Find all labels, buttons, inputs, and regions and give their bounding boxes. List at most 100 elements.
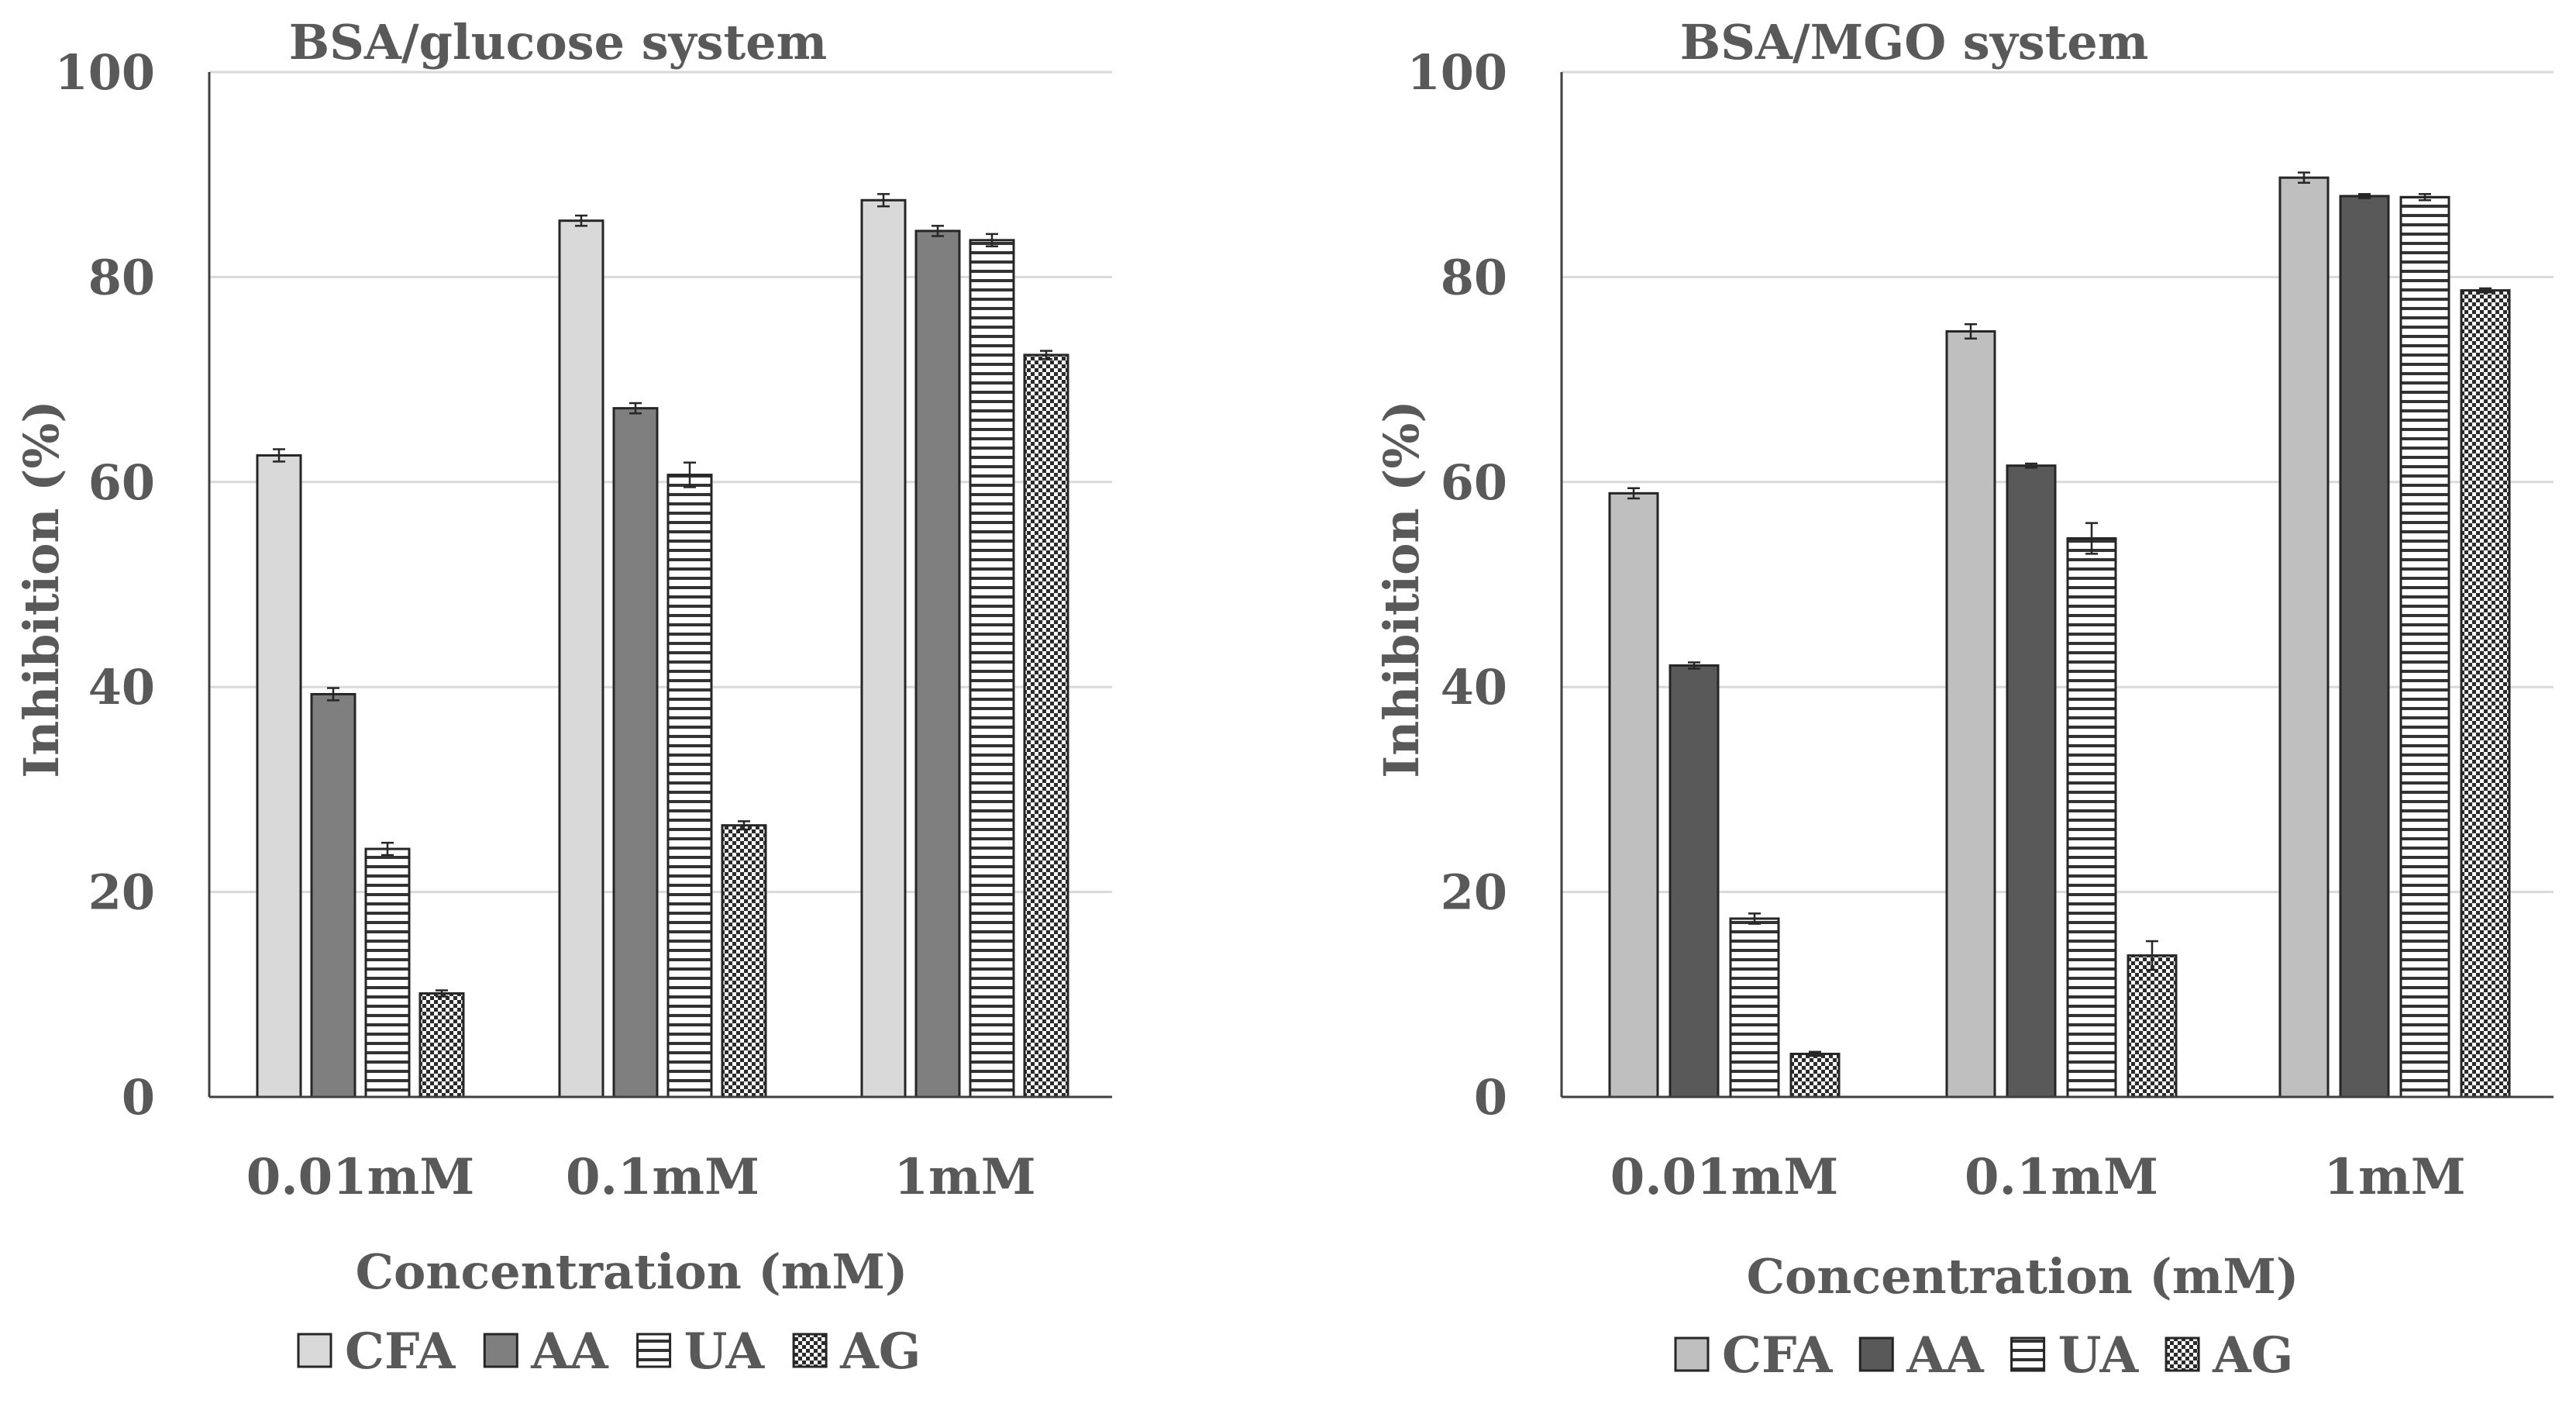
y-tick-label: 80 <box>88 249 155 305</box>
x-category-label: 1mM <box>894 1148 1035 1206</box>
chart-left-title: BSA/glucose system <box>289 14 827 71</box>
error-bar <box>381 841 394 857</box>
bar-cfa-1mm <box>2278 176 2330 1098</box>
x-category-label: 0.01mM <box>246 1148 474 1206</box>
bar-cfa-01mm <box>1945 329 1996 1098</box>
bar-cfa-01mm <box>558 219 604 1098</box>
error-bar <box>932 225 944 237</box>
x-category-label: 0.1mM <box>1965 1148 2158 1206</box>
y-tick-label: 60 <box>88 454 155 511</box>
bar-cfa-001mm <box>256 454 302 1098</box>
chart-right-axes <box>1560 72 2554 1098</box>
error-bar <box>629 402 642 415</box>
error-bar <box>738 820 750 831</box>
y-tick-label: 20 <box>1441 864 1507 921</box>
error-bar <box>575 214 587 227</box>
chart-right-title: BSA/MGO system <box>1680 14 2149 71</box>
legend-item-ua: UA <box>636 1323 766 1381</box>
legend-item-cfa: CFA <box>1674 1326 1834 1385</box>
chart-right-y-axis-title: Inhibition (%) <box>1373 400 1430 778</box>
bar-aa-01mm <box>612 407 659 1098</box>
bar-aa-001mm <box>1669 664 1720 1098</box>
x-category-label: 1mM <box>2323 1148 2465 1206</box>
bar-ag-01mm <box>721 824 767 1098</box>
chart-right-categories: 0.01mM 0.1mM 1mM <box>1610 1148 2466 1206</box>
chart-left-axes <box>208 72 1112 1098</box>
legend-label: AG <box>839 1323 921 1381</box>
error-bar <box>327 687 339 702</box>
error-bar <box>1809 1050 1821 1057</box>
y-tick-label: 40 <box>88 659 155 716</box>
chart-left-x-axis-title: Concentration (mM) <box>356 1243 908 1300</box>
legend-swatch <box>792 1333 828 1368</box>
bar-ua-01mm <box>2066 537 2117 1098</box>
chart-left-y-axis-title: Inhibition (%) <box>13 400 70 778</box>
chart-left-categories: 0.01mM 0.1mM 1mM <box>246 1148 1036 1206</box>
error-bar <box>2298 171 2310 185</box>
bar-ag-001mm <box>418 992 465 1098</box>
legend-swatch <box>2164 1336 2200 1372</box>
bar-ua-001mm <box>364 847 411 1098</box>
chart-right-bars <box>1608 171 2511 1098</box>
legend-label: UA <box>684 1323 766 1381</box>
error-bar <box>2025 462 2037 469</box>
chart-left-legend: CFA AA UA AG <box>297 1323 921 1381</box>
error-bar <box>2358 193 2371 199</box>
legend-item-aa: AA <box>483 1323 609 1381</box>
legend-swatch <box>1674 1336 1710 1372</box>
legend-label: AA <box>1906 1326 1985 1385</box>
chart-left-grid <box>209 71 1112 894</box>
error-bar <box>2479 287 2492 294</box>
y-tick-label: 60 <box>1441 454 1507 511</box>
legend-swatch <box>2010 1336 2046 1372</box>
legend-swatch <box>483 1333 518 1368</box>
error-bar <box>684 461 696 488</box>
bar-ua-01mm <box>666 474 713 1098</box>
y-tick-label: 80 <box>1441 249 1507 305</box>
legend-label: CFA <box>345 1323 456 1381</box>
chart-right: 0 20 40 60 80 100 0.01mM 0.1mM 1mM BSA/MGO syst… <box>1373 14 2554 1385</box>
chart-right-legend: CFA AA UA AG <box>1674 1326 2293 1385</box>
legend-label: AA <box>530 1323 609 1381</box>
bar-ua-1mm <box>2399 195 2450 1098</box>
y-tick-label: 20 <box>88 864 155 921</box>
x-category-label: 0.1mM <box>566 1148 759 1206</box>
error-bar <box>2085 522 2098 555</box>
y-tick-label: 100 <box>1407 44 1507 101</box>
x-category-label: 0.01mM <box>1610 1148 1838 1206</box>
legend-label: CFA <box>1722 1326 1834 1385</box>
legend-item-ag: AG <box>792 1323 921 1381</box>
error-bar <box>1965 322 1977 340</box>
bar-cfa-001mm <box>1608 491 1659 1098</box>
bar-ua-1mm <box>969 239 1015 1098</box>
chart-right-y-ticks: 0 20 40 60 80 100 <box>1407 44 1507 1126</box>
error-bar <box>877 193 890 208</box>
chart-left-bars <box>256 193 1069 1098</box>
legend-swatch <box>1858 1336 1894 1372</box>
bar-ag-01mm <box>2127 954 2178 1098</box>
error-bar <box>1688 661 1700 670</box>
error-bar <box>1040 350 1052 360</box>
bar-cfa-1mm <box>860 198 907 1098</box>
legend-item-cfa: CFA <box>297 1323 456 1381</box>
error-bar <box>273 448 285 463</box>
chart-left: 0 20 40 60 80 100 0.01mM 0.1mM 1mM BSA/glucose … <box>13 14 1112 1381</box>
y-tick-label: 40 <box>1441 659 1507 716</box>
legend-label: AG <box>2212 1326 2293 1385</box>
chart-right-x-axis-title: Concentration (mM) <box>1747 1248 2299 1305</box>
error-bar <box>2146 940 2158 971</box>
bar-aa-01mm <box>2006 464 2057 1098</box>
bar-ua-001mm <box>1729 917 1780 1098</box>
error-bar <box>436 989 448 998</box>
legend-swatch <box>636 1333 672 1368</box>
legend-item-ua: UA <box>2010 1326 2139 1385</box>
bar-ag-1mm <box>1023 354 1069 1098</box>
error-bar <box>1627 487 1640 500</box>
chart-left-y-ticks: 0 20 40 60 80 100 <box>55 44 155 1126</box>
bar-aa-001mm <box>310 692 356 1098</box>
legend-item-ag: AG <box>2164 1326 2293 1385</box>
bar-ag-1mm <box>2460 289 2511 1098</box>
y-tick-label: 0 <box>122 1069 155 1126</box>
bar-ag-001mm <box>1789 1052 1841 1098</box>
